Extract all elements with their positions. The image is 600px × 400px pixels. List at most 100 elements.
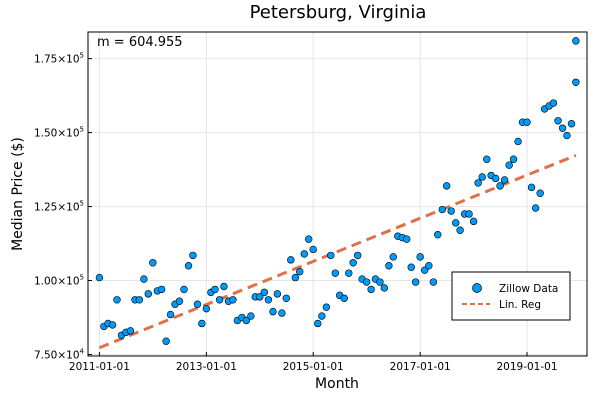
data-point: [108, 321, 117, 329]
data-point: [483, 155, 491, 163]
data-point: [536, 189, 544, 197]
data-point: [144, 290, 152, 298]
data-point: [322, 303, 331, 311]
x-tick-label: 2017-01-01: [390, 361, 451, 373]
data-point: [166, 310, 175, 319]
data-point: [273, 290, 282, 298]
data-point: [514, 137, 522, 146]
x-tick-label: 2015-01-01: [283, 361, 344, 373]
data-point: [563, 131, 571, 140]
regression-line: [98, 153, 577, 350]
data-point: [215, 296, 224, 304]
data-point: [260, 288, 269, 297]
data-point: [278, 309, 286, 317]
grid: [88, 32, 587, 356]
data-point: [193, 300, 202, 308]
data-point: [416, 253, 424, 261]
x-axis-label: Month: [315, 376, 359, 392]
data-point: [474, 179, 482, 187]
legend-label-scatter: Zillow Data: [499, 283, 558, 295]
y-tick-label: 1.50×105: [34, 126, 84, 140]
data-point: [411, 278, 420, 286]
data-point: [269, 307, 277, 316]
data-point: [202, 304, 211, 313]
data-point: [95, 273, 104, 282]
regression-line-path: [98, 153, 577, 350]
data-point: [567, 120, 576, 128]
data-point: [242, 316, 251, 325]
data-point: [500, 176, 509, 184]
data-point: [140, 275, 148, 283]
y-tick-label: 7.50×104: [34, 348, 85, 362]
data-point: [456, 226, 464, 234]
legend-box: [451, 271, 571, 321]
data-point: [327, 251, 335, 260]
data-point: [389, 253, 397, 261]
data-point: [558, 124, 567, 132]
data-point: [403, 235, 411, 243]
data-point: [554, 117, 562, 125]
data-point: [505, 161, 513, 169]
data-point: [349, 259, 357, 267]
data-point: [345, 269, 353, 277]
data-point: [442, 182, 451, 190]
data-point: [296, 267, 304, 276]
data-point: [304, 235, 313, 243]
data-point: [407, 263, 415, 271]
x-tick-label: 2013-01-01: [176, 361, 237, 373]
data-point: [318, 312, 326, 320]
data-point: [491, 174, 500, 183]
data-point: [291, 273, 300, 282]
data-point: [469, 217, 478, 226]
data-point: [264, 296, 273, 304]
data-point: [496, 182, 504, 190]
data-point: [314, 319, 322, 328]
data-point: [452, 219, 460, 227]
data-point: [189, 251, 197, 260]
data-point: [572, 37, 580, 45]
data-point: [229, 296, 237, 304]
data-point: [549, 99, 558, 107]
plot-frame: [87, 31, 588, 357]
y-tick-label: 1.75×105: [34, 52, 84, 66]
data-point: [385, 262, 393, 270]
data-point: [157, 285, 166, 294]
data-point: [113, 296, 121, 304]
data-point: [126, 327, 135, 335]
x-tick-label: 2019-01-01: [496, 361, 557, 373]
data-point: [162, 337, 170, 345]
scatter-series: [95, 37, 580, 345]
data-point: [429, 278, 438, 286]
data-point: [572, 78, 580, 87]
legend-label-regression: Lin. Reg: [499, 299, 541, 311]
data-point: [300, 250, 308, 258]
data-point: [531, 204, 540, 212]
y-tick-label: 1.25×105: [34, 200, 84, 214]
data-point: [447, 207, 455, 215]
data-point: [256, 293, 264, 301]
data-point: [465, 210, 473, 218]
data-point: [340, 294, 348, 303]
data-point: [438, 205, 446, 214]
legend: Zillow Data Lin. Reg: [451, 271, 571, 321]
legend-marker-scatter: [472, 283, 482, 293]
data-point: [135, 296, 144, 304]
chart-title: Petersburg, Virginia: [250, 2, 427, 23]
x-tick-label: 2011-01-01: [69, 361, 130, 373]
data-point: [175, 297, 184, 305]
slope-annotation: m = 604.955: [97, 35, 183, 50]
x-axis-ticks: 2011-01-01 2013-01-01 2015-01-01 2017-01-01…: [69, 352, 558, 373]
data-point: [220, 282, 228, 291]
data-point: [380, 284, 389, 292]
data-point: [287, 256, 295, 264]
data-point: [376, 278, 384, 286]
data-point: [211, 285, 219, 294]
data-point: [362, 278, 371, 286]
y-tick-label: 1.00×105: [34, 274, 84, 288]
data-point: [180, 285, 188, 294]
data-point: [309, 245, 317, 254]
data-point: [509, 155, 518, 163]
data-point: [478, 173, 486, 181]
data-point: [425, 262, 433, 270]
